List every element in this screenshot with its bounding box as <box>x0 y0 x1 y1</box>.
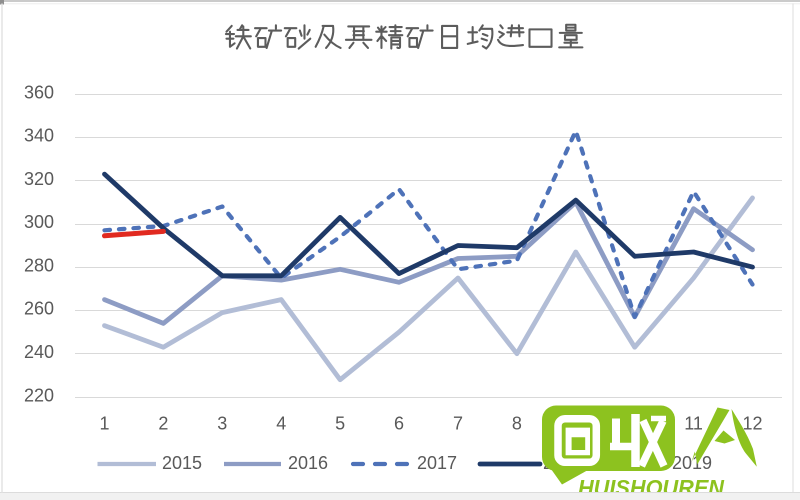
svg-text:260: 260 <box>24 299 54 319</box>
svg-text:4: 4 <box>276 414 286 434</box>
svg-text:6: 6 <box>394 414 404 434</box>
svg-text:220: 220 <box>24 385 54 405</box>
svg-text:360: 360 <box>24 82 54 102</box>
svg-text:5: 5 <box>335 414 345 434</box>
svg-text:240: 240 <box>24 342 54 362</box>
svg-text:1: 1 <box>99 414 109 434</box>
svg-text:340: 340 <box>24 126 54 146</box>
svg-text:280: 280 <box>24 255 54 275</box>
svg-text:7: 7 <box>453 414 463 434</box>
svg-text:300: 300 <box>24 212 54 232</box>
svg-text:11: 11 <box>684 414 703 434</box>
svg-text:3: 3 <box>217 414 227 434</box>
svg-text:2019: 2019 <box>672 453 712 473</box>
svg-text:2016: 2016 <box>288 453 328 473</box>
svg-text:2015: 2015 <box>162 453 202 473</box>
svg-text:2: 2 <box>158 414 168 434</box>
svg-text:12: 12 <box>742 414 762 434</box>
svg-text:320: 320 <box>24 169 54 189</box>
svg-text:8: 8 <box>512 414 522 434</box>
svg-text:2017: 2017 <box>417 453 457 473</box>
